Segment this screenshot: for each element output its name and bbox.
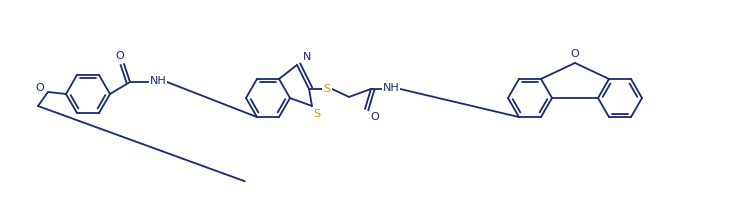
Text: O: O	[570, 49, 579, 59]
Text: NH: NH	[150, 76, 167, 86]
Text: NH: NH	[383, 83, 399, 93]
Text: O: O	[371, 112, 380, 122]
Text: N: N	[303, 52, 311, 62]
Text: S: S	[324, 84, 331, 94]
Text: O: O	[116, 51, 125, 61]
Text: S: S	[313, 109, 321, 119]
Text: O: O	[35, 83, 44, 93]
